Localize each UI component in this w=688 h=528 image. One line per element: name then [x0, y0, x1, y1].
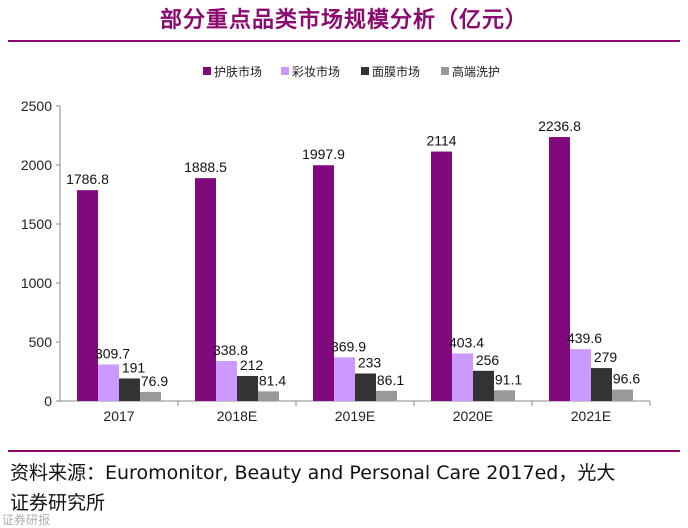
data-label: 439.6: [567, 330, 602, 346]
data-label: 76.9: [141, 373, 168, 389]
bar-高端洗护-2019E: [376, 390, 397, 401]
data-label: 233: [358, 355, 382, 371]
data-label: 1786.8: [66, 171, 109, 187]
legend-label-彩妆市场: 彩妆市场: [292, 64, 340, 79]
legend-swatch-彩妆市场: [281, 67, 289, 75]
bar-面膜市场-2021E: [591, 368, 612, 401]
data-label: 86.1: [377, 372, 404, 388]
legend-swatch-高端洗护: [441, 67, 449, 75]
data-label: 338.8: [213, 342, 248, 358]
bar-面膜市场-2018E: [237, 375, 258, 401]
y-tick-label: 2500: [21, 98, 52, 114]
bar-面膜市场-2020E: [473, 370, 494, 401]
bar-高端洗护-2018E: [258, 391, 279, 401]
data-label: 2236.8: [538, 118, 581, 134]
legend-swatch-面膜市场: [361, 67, 369, 75]
legend-label-护肤市场: 护肤市场: [214, 64, 262, 79]
y-tick-label: 500: [29, 334, 53, 350]
data-label: 256: [476, 352, 500, 368]
legend-swatch-护肤市场: [203, 67, 211, 75]
data-label: 1888.5: [184, 159, 227, 175]
x-tick-label: 2019E: [335, 408, 375, 424]
y-tick-label: 0: [44, 393, 52, 409]
data-label: 212: [240, 357, 264, 373]
x-tick-label: 2021E: [571, 408, 611, 424]
bar-彩妆市场-2018E: [216, 361, 237, 401]
source-line-1: 资料来源：Euromonitor, Beauty and Personal Ca…: [10, 462, 616, 484]
y-tick-label: 2000: [21, 157, 52, 173]
data-label: 91.1: [495, 371, 522, 387]
bar-护肤市场-2021E: [549, 137, 570, 401]
source-divider: [8, 450, 680, 452]
bar-高端洗护-2021E: [612, 389, 633, 401]
data-label: 96.6: [613, 371, 640, 387]
x-tick-label: 2018E: [217, 408, 257, 424]
data-label: 81.4: [259, 372, 286, 388]
legend-label-高端洗护: 高端洗护: [452, 64, 500, 79]
bar-高端洗护-2017: [140, 391, 161, 401]
bar-彩妆市场-2019E: [334, 357, 355, 401]
watermark: 证券研报: [2, 513, 51, 527]
data-label: 1997.9: [302, 146, 345, 162]
title-divider: [8, 40, 680, 42]
bar-面膜市场-2017: [119, 378, 140, 401]
bar-护肤市场-2018E: [195, 178, 216, 401]
bar-护肤市场-2020E: [431, 151, 452, 401]
x-tick-label: 2020E: [453, 408, 493, 424]
data-label: 2114: [426, 133, 456, 149]
chart-title: 部分重点品类市场规模分析（亿元）: [159, 7, 528, 33]
y-tick-label: 1500: [21, 216, 52, 232]
data-label: 191: [122, 359, 146, 375]
bar-护肤市场-2017: [77, 190, 98, 401]
bar-彩妆市场-2021E: [570, 349, 591, 401]
data-label: 403.4: [449, 334, 484, 350]
x-tick-label: 2017: [103, 408, 134, 424]
bar-彩妆市场-2020E: [452, 353, 473, 401]
data-label: 369.9: [331, 338, 366, 354]
bar-面膜市场-2019E: [355, 373, 376, 401]
legend-label-面膜市场: 面膜市场: [372, 64, 420, 79]
data-label: 309.7: [95, 345, 130, 361]
source-note: 资料来源：Euromonitor, Beauty and Personal Ca…: [10, 458, 678, 518]
data-label: 279: [594, 349, 618, 365]
bar-高端洗护-2020E: [494, 390, 515, 401]
bar-彩妆市场-2017: [98, 364, 119, 401]
source-line-2: 证券研究所: [10, 492, 106, 514]
bar-护肤市场-2019E: [313, 165, 334, 401]
y-tick-label: 1000: [21, 275, 52, 291]
